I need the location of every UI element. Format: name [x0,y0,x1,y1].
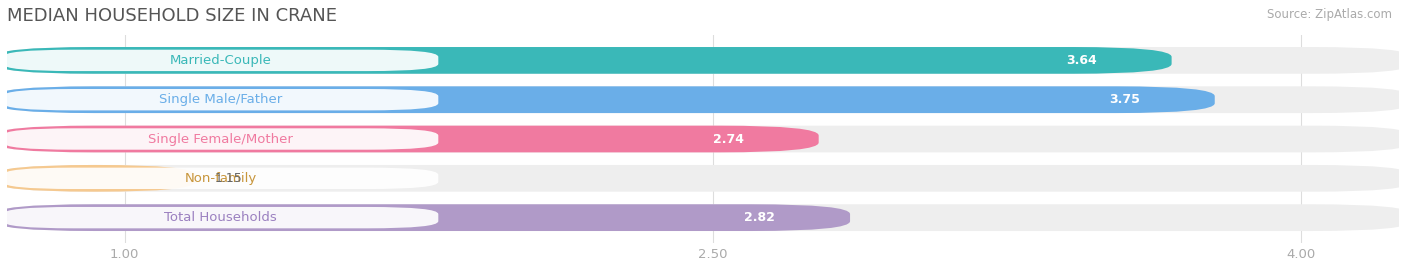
Text: Non-family: Non-family [184,172,257,185]
FancyBboxPatch shape [3,128,439,150]
FancyBboxPatch shape [0,165,195,192]
Text: Married-Couple: Married-Couple [170,54,271,67]
FancyBboxPatch shape [0,126,818,152]
Text: 2.74: 2.74 [713,132,744,146]
Text: Single Female/Mother: Single Female/Mother [148,132,292,146]
FancyBboxPatch shape [647,129,811,149]
FancyBboxPatch shape [3,207,439,228]
FancyBboxPatch shape [1042,90,1206,110]
FancyBboxPatch shape [0,165,1406,192]
FancyBboxPatch shape [0,204,1406,231]
FancyBboxPatch shape [0,86,1215,113]
Text: 1.15: 1.15 [215,172,242,185]
FancyBboxPatch shape [0,47,1406,74]
Text: 2.82: 2.82 [744,211,775,224]
FancyBboxPatch shape [0,86,1406,113]
FancyBboxPatch shape [3,50,439,71]
FancyBboxPatch shape [0,126,1406,152]
FancyBboxPatch shape [3,89,439,110]
FancyBboxPatch shape [3,168,439,189]
Text: 3.75: 3.75 [1109,93,1140,106]
Text: Single Male/Father: Single Male/Father [159,93,283,106]
FancyBboxPatch shape [1000,50,1164,71]
Text: MEDIAN HOUSEHOLD SIZE IN CRANE: MEDIAN HOUSEHOLD SIZE IN CRANE [7,7,337,25]
Text: 3.64: 3.64 [1066,54,1097,67]
FancyBboxPatch shape [0,204,851,231]
FancyBboxPatch shape [0,47,1171,74]
FancyBboxPatch shape [678,207,842,228]
Text: Source: ZipAtlas.com: Source: ZipAtlas.com [1267,8,1392,21]
Text: Total Households: Total Households [165,211,277,224]
